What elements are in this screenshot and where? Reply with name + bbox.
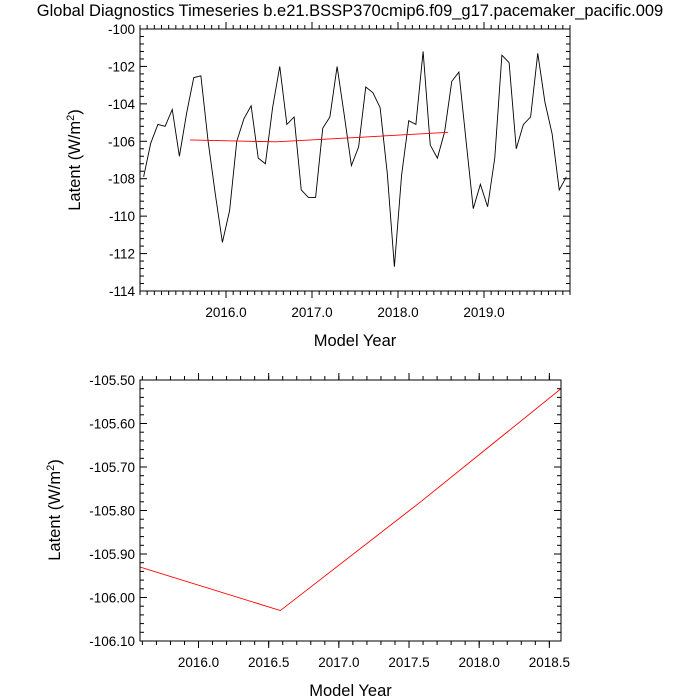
y-tick-label: -108 [108,172,135,187]
x-tick-label: 2017.0 [318,655,359,670]
x-tick-label: 2018.0 [377,305,418,320]
x-tick-label: 2018.0 [459,655,500,670]
x-axis-label: Model Year [314,332,397,350]
x-tick-label: 2017.0 [291,305,332,320]
series-line-1 [140,388,561,612]
x-tick-label: 2016.5 [248,655,289,670]
y-tick-label: -102 [108,59,135,74]
x-tick-label: 2016.0 [205,305,246,320]
y-tick-label: -104 [108,97,136,112]
y-tick-label: -105.70 [89,460,135,475]
y-tick-label: -114 [109,284,136,299]
chart-title: Global Diagnostics Timeseries b.e21.BSSP… [36,2,664,20]
plot-panel-2: -106.10 -106.00 -105.90 -105.80 -105.70 -105.… [45,373,570,700]
series-line-2 [190,131,449,143]
x-axis-label: Model Year [309,682,392,700]
plot-frame [139,379,562,642]
x-tick-label: 2018.5 [529,655,570,670]
x-tick-label: 2019.0 [463,305,504,320]
y-tick-label: -105.50 [89,373,135,388]
y-tick-label: -112 [109,247,135,262]
y-tick-label: -106 [108,134,135,149]
plot-panel-1: -114 -112 -110 -108 -106 -104 -102 -100 2016.0 20… [65,22,571,350]
y-tick-label: -105.80 [89,504,135,519]
y-tick-label: -110 [109,209,135,224]
plot-frame [139,28,571,292]
y-axis-label: Latent (W/m2) [45,459,64,560]
x-tick-label: 2016.0 [178,655,219,670]
y-tick-label: -106.10 [89,634,135,649]
y-tick-label: -106.00 [89,591,135,606]
y-axis-label: Latent (W/m2) [65,109,84,210]
y-tick-label: -100 [108,22,135,37]
y-tick-label: -105.90 [89,547,135,562]
y-tick-label: -105.60 [89,417,135,432]
x-tick-label: 2017.5 [388,655,429,670]
series-line-1 [143,51,567,267]
